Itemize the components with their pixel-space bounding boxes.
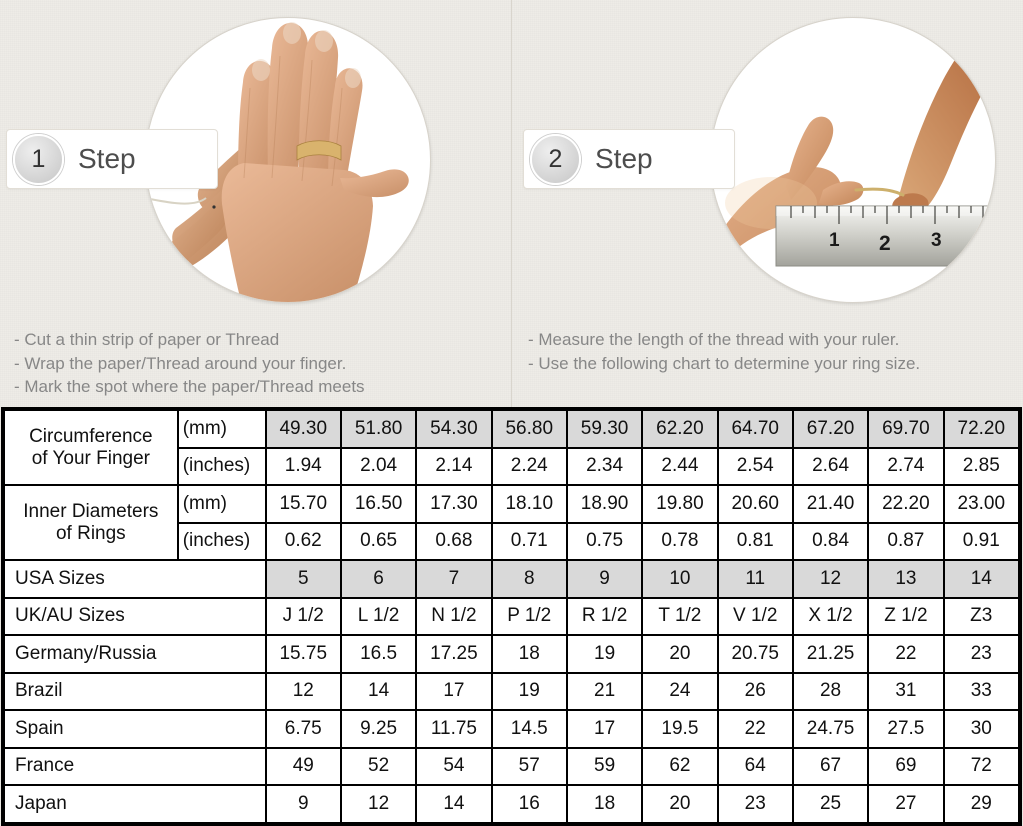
svg-text:2: 2 [879,232,891,255]
svg-text:1: 1 [829,230,840,251]
svg-text:3: 3 [931,230,942,251]
